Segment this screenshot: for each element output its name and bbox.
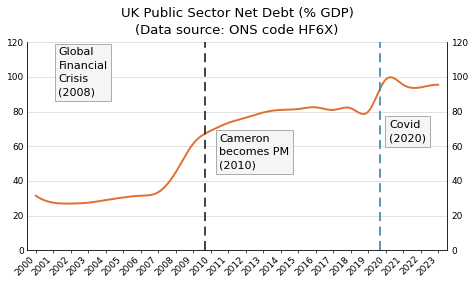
Text: Global
Financial
Crisis
(2008): Global Financial Crisis (2008) — [59, 47, 108, 97]
Text: Cameron
becomes PM
(2010): Cameron becomes PM (2010) — [219, 134, 289, 171]
Text: Covid
(2020): Covid (2020) — [389, 120, 426, 143]
Title: UK Public Sector Net Debt (% GDP)
(Data source: ONS code HF6X): UK Public Sector Net Debt (% GDP) (Data … — [120, 7, 353, 37]
